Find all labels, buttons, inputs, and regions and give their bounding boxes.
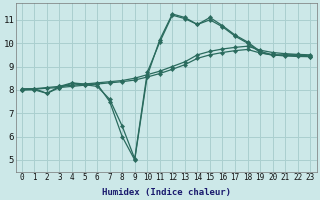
- X-axis label: Humidex (Indice chaleur): Humidex (Indice chaleur): [101, 188, 231, 197]
